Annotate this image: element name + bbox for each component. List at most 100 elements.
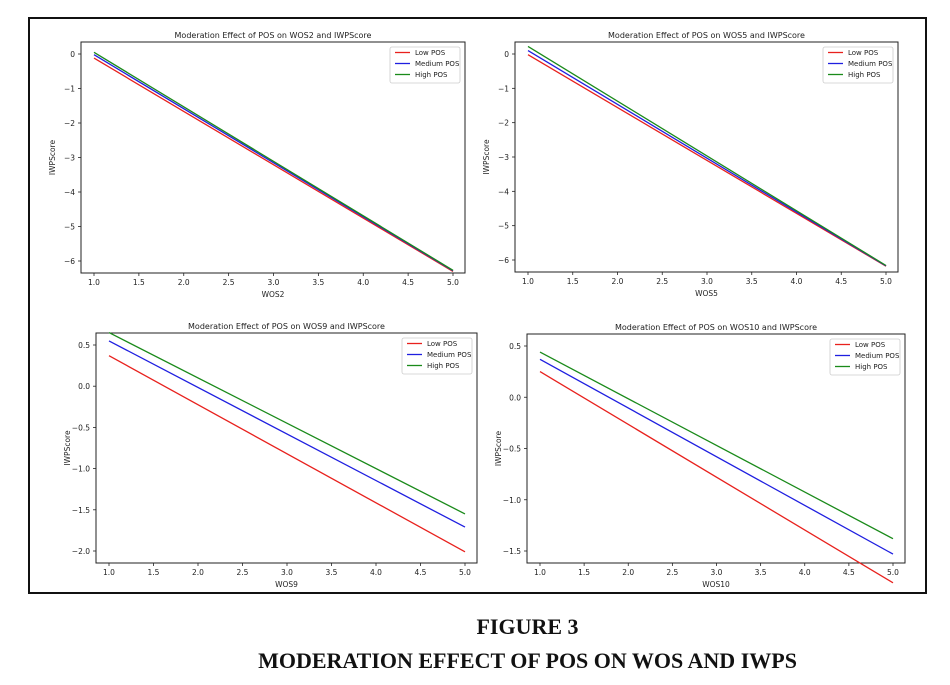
y-tick-label: 0.5	[509, 342, 521, 351]
y-tick-label: −3	[498, 153, 509, 162]
series-line-high-pos	[527, 45, 887, 267]
legend-label: High POS	[427, 362, 460, 370]
x-tick-label: 4.0	[791, 277, 803, 286]
x-tick-label: 3.5	[312, 278, 324, 287]
y-tick-label: −1.0	[72, 465, 90, 474]
x-tick-label: 1.5	[567, 277, 579, 286]
chart-panel-3: Moderation Effect of POS on WOS9 and IWP…	[63, 322, 478, 589]
y-tick-label: −2.0	[72, 547, 90, 556]
x-tick-label: 4.5	[843, 568, 855, 577]
x-tick-label: 5.0	[447, 278, 459, 287]
y-tick-label: −2	[498, 119, 509, 128]
x-tick-label: 2.5	[666, 568, 678, 577]
x-tick-label: 2.5	[237, 568, 249, 577]
legend-label: High POS	[848, 71, 881, 79]
chart-panel-2: Moderation Effect of POS on WOS5 and IWP…	[482, 31, 899, 298]
x-tick-label: 4.0	[357, 278, 369, 287]
legend-label: Low POS	[848, 49, 879, 57]
x-tick-label: 3.5	[755, 568, 767, 577]
x-tick-label: 5.0	[459, 568, 471, 577]
series-line-medium-pos	[108, 340, 466, 528]
x-tick-label: 1.0	[103, 568, 115, 577]
legend-label: Low POS	[415, 49, 446, 57]
y-axis-label: IWPScore	[63, 430, 72, 466]
figure-caption: MODERATION EFFECT OF POS ON WOS AND IWPS	[258, 648, 797, 673]
x-tick-label: 1.5	[148, 568, 160, 577]
x-tick-label: 4.5	[835, 277, 847, 286]
series-line-medium-pos	[539, 358, 894, 555]
y-tick-label: 0.5	[78, 341, 90, 350]
y-tick-label: −1.5	[503, 547, 521, 556]
x-tick-label: 3.0	[711, 568, 723, 577]
x-tick-label: 4.0	[370, 568, 382, 577]
x-tick-label: 2.0	[192, 568, 204, 577]
x-tick-label: 2.0	[622, 568, 634, 577]
chart-panel-1: Moderation Effect of POS on WOS2 and IWP…	[48, 31, 466, 299]
x-tick-label: 3.5	[746, 277, 758, 286]
x-tick-label: 3.0	[268, 278, 280, 287]
x-tick-label: 1.0	[522, 277, 534, 286]
x-axis-label: WOS5	[695, 289, 718, 298]
y-tick-label: −0.5	[72, 423, 90, 432]
legend-label: Low POS	[427, 340, 458, 348]
x-tick-label: 2.0	[178, 278, 190, 287]
legend-label: Medium POS	[855, 352, 900, 360]
series-line-low-pos	[108, 355, 466, 553]
y-tick-label: −1.5	[72, 506, 90, 515]
x-tick-label: 3.0	[701, 277, 713, 286]
legend-label: Medium POS	[848, 60, 893, 68]
y-tick-label: −5	[64, 223, 75, 232]
figure-number: FIGURE 3	[476, 614, 579, 639]
x-tick-label: 5.0	[887, 568, 899, 577]
series-line-medium-pos	[527, 50, 887, 267]
y-tick-label: −4	[498, 187, 509, 196]
series-line-low-pos	[93, 57, 454, 272]
x-tick-label: 4.5	[415, 568, 427, 577]
y-tick-label: −6	[64, 257, 75, 266]
x-tick-label: 1.0	[88, 278, 100, 287]
chart-panel-4: Moderation Effect of POS on WOS10 and IW…	[494, 323, 906, 589]
y-tick-label: −1.0	[503, 496, 521, 505]
chart-title: Moderation Effect of POS on WOS9 and IWP…	[188, 322, 385, 331]
chart-title: Moderation Effect of POS on WOS10 and IW…	[615, 323, 817, 332]
chart-title: Moderation Effect of POS on WOS5 and IWP…	[608, 31, 805, 40]
legend-label: Low POS	[855, 341, 886, 349]
y-tick-label: −0.5	[503, 445, 521, 454]
x-tick-label: 1.5	[578, 568, 590, 577]
y-tick-label: 0	[70, 50, 75, 59]
chart-title: Moderation Effect of POS on WOS2 and IWP…	[175, 31, 372, 40]
y-tick-label: −1	[64, 85, 75, 94]
legend-label: High POS	[855, 363, 888, 371]
x-tick-label: 3.5	[326, 568, 338, 577]
y-tick-label: 0.0	[78, 382, 90, 391]
y-tick-label: 0	[504, 50, 509, 59]
legend-label: Medium POS	[415, 60, 460, 68]
y-tick-label: −6	[498, 256, 509, 265]
series-line-high-pos	[108, 332, 466, 515]
series-line-high-pos	[539, 351, 894, 540]
legend-label: High POS	[415, 71, 448, 79]
y-tick-label: −3	[64, 154, 75, 163]
x-axis-label: WOS2	[262, 290, 285, 299]
y-tick-label: −2	[64, 119, 75, 128]
series-line-low-pos	[527, 54, 887, 267]
y-tick-label: 0.0	[509, 393, 521, 402]
series-line-high-pos	[93, 51, 454, 271]
x-tick-label: 2.5	[656, 277, 668, 286]
y-axis-label: IWPScore	[48, 140, 57, 176]
x-tick-label: 4.5	[402, 278, 414, 287]
y-axis-label: IWPScore	[482, 139, 491, 175]
y-tick-label: −5	[498, 222, 509, 231]
series-line-low-pos	[539, 371, 894, 584]
y-tick-label: −4	[64, 188, 75, 197]
x-tick-label: 5.0	[880, 277, 892, 286]
x-tick-label: 1.0	[534, 568, 546, 577]
x-tick-label: 1.5	[133, 278, 145, 287]
x-tick-label: 3.0	[281, 568, 293, 577]
y-tick-label: −1	[498, 84, 509, 93]
x-tick-label: 4.0	[799, 568, 811, 577]
x-tick-label: 2.0	[612, 277, 624, 286]
x-axis-label: WOS10	[702, 580, 730, 589]
legend-label: Medium POS	[427, 351, 472, 359]
